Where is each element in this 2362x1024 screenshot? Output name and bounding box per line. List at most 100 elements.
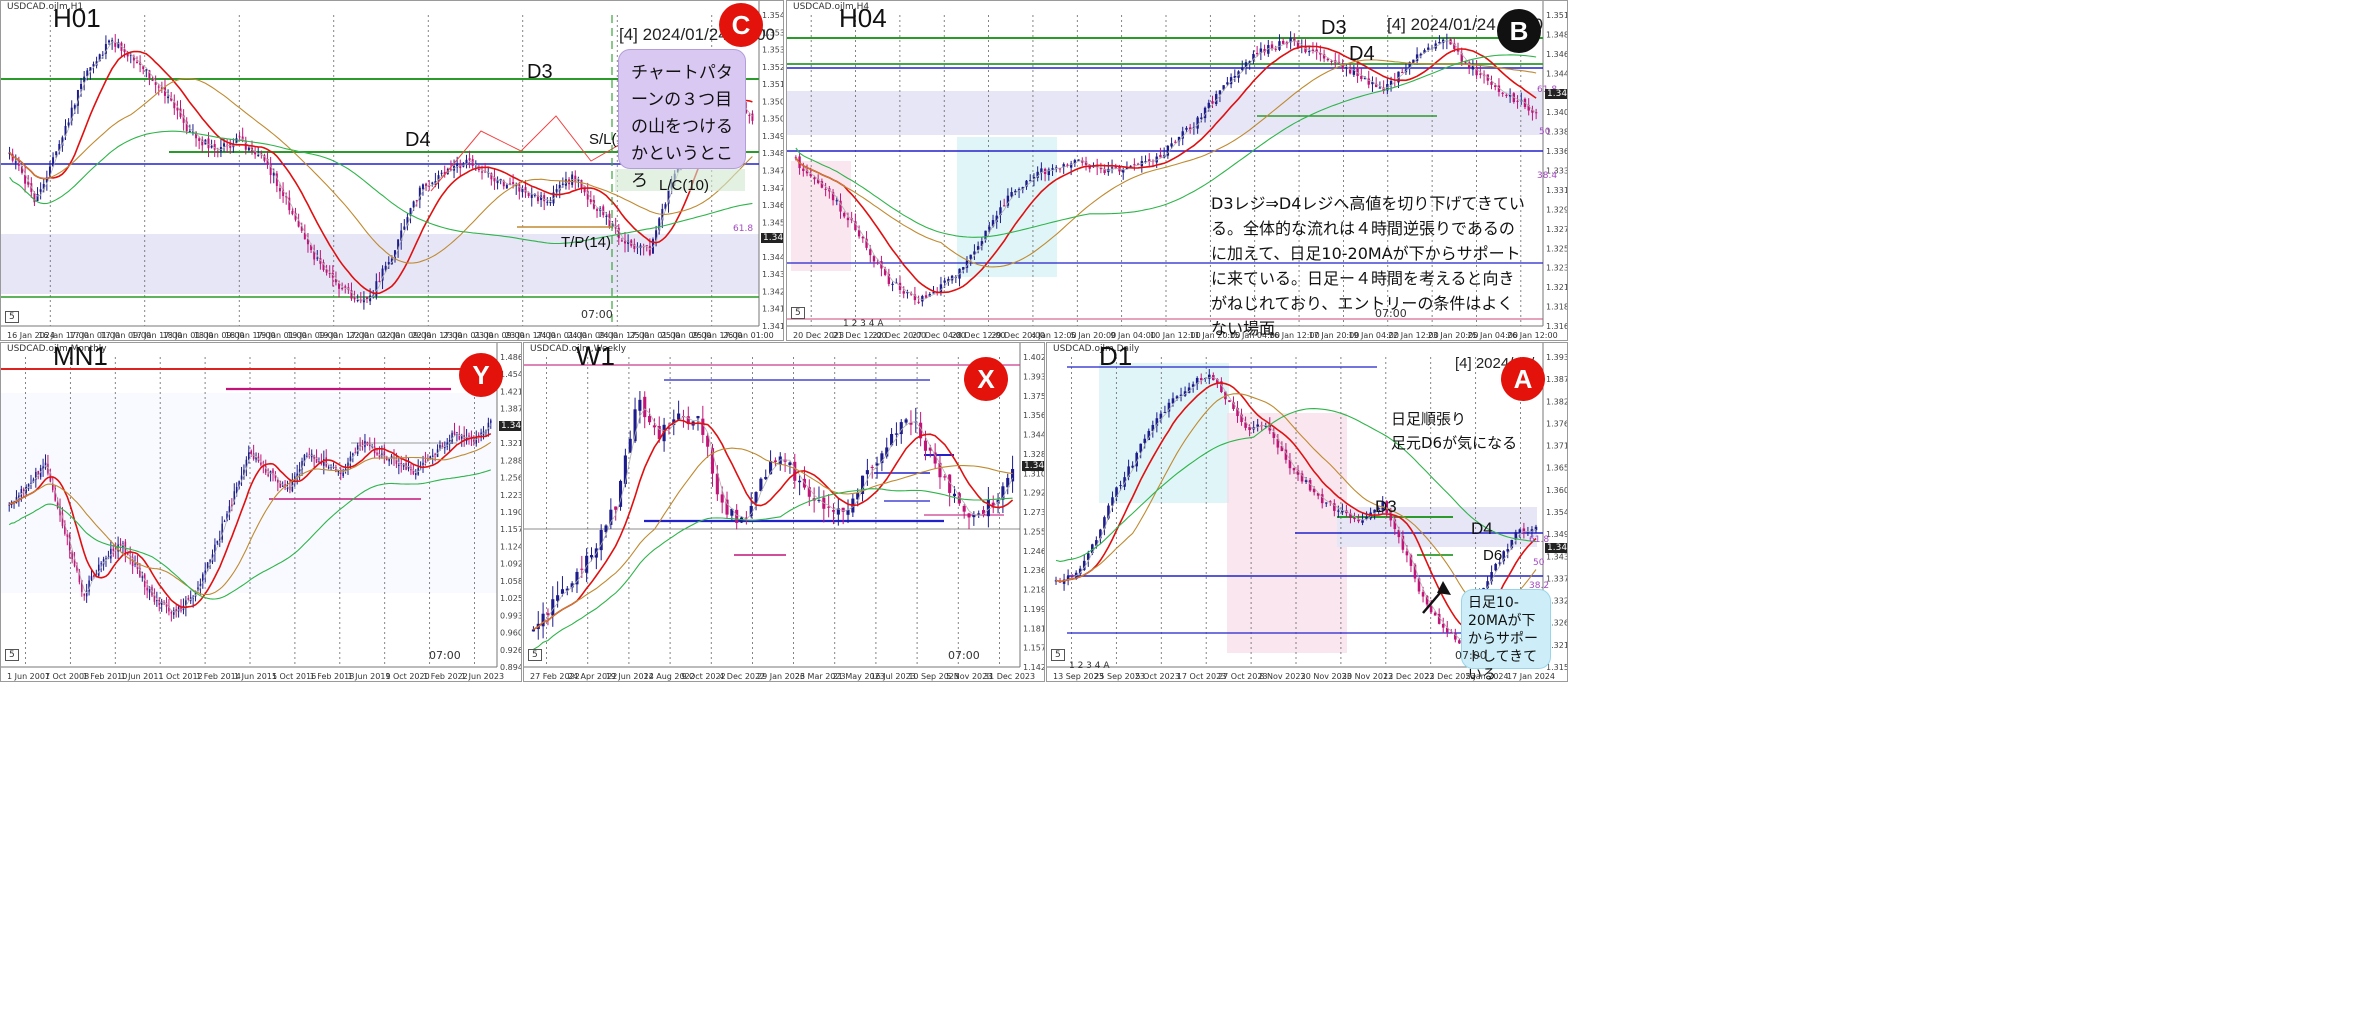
candle-body [813, 177, 816, 180]
h04-chart-panel[interactable]: 1.351301.348901.346751.344601.342451.340… [786, 0, 1568, 341]
candle-body [429, 456, 432, 459]
candle-body [20, 489, 23, 497]
price-tick: 1.34555 [762, 218, 784, 227]
candle-body [414, 473, 417, 475]
candle-body [387, 262, 390, 265]
candle-body [353, 297, 356, 300]
time-tick: 22 Dec 2023 [1424, 672, 1475, 681]
d1-chart-panel[interactable]: 1.39345 1.38790 1.38235 1.37680 1.37125 1.365… [1046, 342, 1568, 682]
candle-body [425, 183, 428, 187]
price-tick: 1.29220 [1023, 489, 1045, 498]
price-tick: 1.32895 [1023, 450, 1045, 459]
candle-body [39, 468, 42, 478]
candle-body [984, 230, 987, 240]
time-tick: 1 Jun 2011 [121, 672, 164, 681]
time-tick: 19 Jan 01:00 [256, 331, 307, 340]
candle-body [633, 243, 636, 250]
candle-body [199, 584, 202, 587]
candle-body [1278, 41, 1281, 50]
candle-body [424, 460, 427, 462]
candle-body [250, 450, 252, 454]
candle-body [264, 465, 267, 473]
candle-body [288, 197, 291, 211]
h01-seven: 07:00 [581, 308, 613, 321]
candle-body [1333, 503, 1336, 511]
candle-body [369, 295, 372, 302]
candle-body [431, 182, 434, 184]
candle-body [965, 260, 969, 268]
candle-body [857, 230, 861, 237]
time-tick: 24 Apr 2022 [568, 672, 617, 681]
d1-zoom[interactable]: 5 [1051, 649, 1065, 661]
h04-zoom[interactable]: 5 [791, 307, 805, 319]
candle-body [1280, 445, 1284, 452]
candle-body [187, 598, 190, 600]
candle-body [473, 437, 475, 442]
candle-body [720, 494, 724, 503]
candle-body [59, 506, 61, 516]
candle-body [64, 523, 66, 534]
candle-body [902, 291, 905, 294]
moving-average-line [9, 77, 753, 264]
h01-chart-panel[interactable]: 1.35455 1.35380 1.35305 1.35230 1.35155 1.350… [0, 0, 784, 341]
candle-body [556, 595, 560, 601]
candle-body [1055, 167, 1058, 169]
candle-body [835, 200, 838, 202]
price-tick: 1.35455 [762, 11, 784, 20]
candle-body [1419, 53, 1423, 57]
w1-zoom[interactable]: 5 [528, 649, 542, 661]
candle-body [443, 171, 446, 175]
candle-body [170, 97, 173, 101]
candle-body [1114, 166, 1117, 169]
h01-zoom[interactable]: 5 [5, 311, 19, 323]
candle-body [182, 115, 185, 123]
candle-body [794, 157, 798, 159]
d1-period-tabs[interactable]: 1 2 3 4 A [1069, 661, 1110, 671]
candle-body [1107, 505, 1110, 519]
candle-body [996, 500, 1000, 503]
candle-body [1175, 396, 1179, 399]
candle-body [176, 107, 179, 111]
mn1-chart-panel[interactable]: 1.486301.454001.421701.387501.355201.321… [0, 342, 522, 682]
candle-body [406, 217, 409, 226]
mn1-zoom[interactable]: 5 [5, 649, 19, 661]
price-tick: 1.22310 [500, 491, 522, 500]
candle-body [1215, 94, 1218, 105]
candle-body [1326, 58, 1330, 61]
candle-body [1036, 171, 1039, 178]
candle-body [1170, 143, 1173, 147]
candle-body [602, 206, 605, 216]
candle-body [976, 246, 980, 250]
candle-body [1001, 486, 1005, 500]
candle-body [1506, 549, 1510, 552]
price-tick: 1.38790 [1546, 375, 1568, 384]
price-tick: 1.32320 [1546, 264, 1568, 273]
h04-period-tabs[interactable]: 1 2 3 4 A [843, 319, 884, 329]
candle-body [751, 113, 754, 121]
candle-body [1248, 426, 1251, 431]
candle-body [1248, 61, 1251, 64]
candle-body [114, 42, 117, 47]
candle-body [1382, 87, 1385, 91]
candle-body [583, 186, 586, 193]
candle-body [437, 175, 440, 182]
candle-body [151, 80, 154, 82]
w1-seven: 07:00 [948, 649, 980, 662]
candle-body [154, 82, 157, 85]
candle-body [112, 548, 115, 551]
candle-body [167, 96, 170, 99]
candle-body [891, 283, 894, 285]
candle-body [1501, 92, 1504, 94]
candle-body [1252, 53, 1255, 61]
h04-d3-label: D3 [1321, 17, 1347, 39]
candle-body [1025, 180, 1028, 187]
candle-body [272, 469, 274, 475]
candle-body [172, 610, 175, 615]
candle-body [541, 613, 545, 627]
price-tick: 0.96000 [500, 629, 522, 638]
d1-d3-label: D3 [1375, 497, 1397, 516]
candle-body [334, 279, 337, 283]
candle-body [460, 435, 463, 439]
price-tick: 1.34780 [762, 167, 784, 176]
w1-chart-panel[interactable]: 1.40270 1.39345 1.37535 1.35670 1.34498 1.328… [523, 342, 1045, 682]
